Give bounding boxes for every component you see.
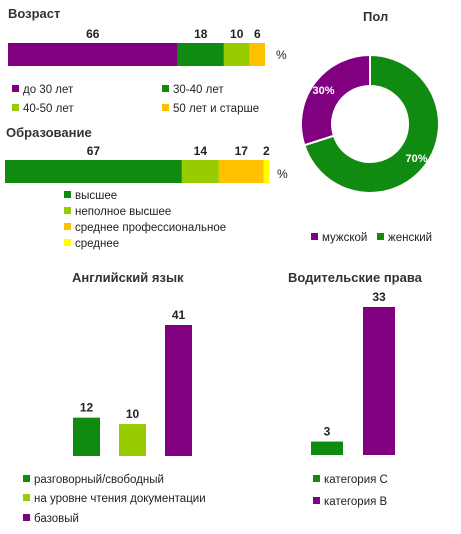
legend-swatch-icon (311, 233, 318, 240)
gender-pie-slice (300, 53, 371, 147)
age-bar-segment (249, 43, 265, 66)
age-data-label: 10 (230, 27, 244, 41)
gender-data-label: 30% (312, 85, 334, 97)
age-data-label: 18 (194, 27, 208, 41)
license-legend-item: категория С (313, 474, 388, 486)
education-bar-segment (263, 160, 269, 183)
education-data-label: 17 (235, 144, 249, 158)
education-bar-segment (218, 160, 264, 183)
age-chart-title: Возраст (8, 6, 61, 21)
legend-swatch-icon (313, 497, 320, 504)
gender-legend-item: женский (377, 232, 432, 244)
english-bar (73, 417, 100, 456)
legend-swatch-icon (23, 514, 30, 521)
age-legend-item: 30-40 лет (162, 84, 224, 96)
education-legend-item: среднее (64, 238, 119, 250)
english-bar (165, 325, 192, 456)
gender-data-label: 70% (406, 153, 428, 165)
legend-swatch-icon (64, 239, 71, 246)
legend-swatch-icon (313, 475, 320, 482)
education-legend-item: неполное высшее (64, 206, 171, 218)
education-data-label: 2 (263, 144, 270, 158)
legend-swatch-icon (64, 191, 71, 198)
age-legend-item: 50 лет и старше (162, 103, 259, 115)
license-bar (363, 307, 395, 455)
age-legend-item: до 30 лет (12, 84, 73, 96)
age-unit-label: % (276, 48, 287, 62)
english-legend-item: базовый (23, 513, 79, 525)
education-data-label: 14 (194, 144, 208, 158)
english-data-label: 10 (126, 407, 140, 421)
education-bar-segment (181, 160, 219, 183)
english-bar (119, 424, 146, 456)
legend-swatch-icon (162, 104, 169, 111)
legend-swatch-icon (23, 475, 30, 482)
age-data-label: 66 (86, 27, 100, 41)
english-data-label: 41 (172, 308, 186, 322)
legend-swatch-icon (23, 494, 30, 501)
english-legend-item: на уровне чтения документации (23, 493, 206, 505)
age-legend-item: 40-50 лет (12, 103, 74, 115)
age-bar-segment (223, 43, 250, 66)
education-chart-title: Образование (6, 125, 92, 140)
english-legend-item: разговорный/свободный (23, 474, 164, 486)
license-chart-title: Водительские права (288, 270, 422, 285)
license-data-label: 3 (324, 425, 331, 439)
education-legend-item: среднее профессиональное (64, 222, 226, 234)
gender-chart-title: Пол (363, 9, 389, 24)
gender-legend-item: мужской (311, 232, 367, 244)
english-chart-title: Английский язык (72, 270, 184, 285)
education-unit-label: % (277, 167, 288, 181)
legend-swatch-icon (377, 233, 384, 240)
license-legend-item: категория В (313, 496, 387, 508)
legend-swatch-icon (12, 104, 19, 111)
legend-swatch-icon (64, 207, 71, 214)
age-bar-segment (8, 43, 178, 66)
legend-swatch-icon (12, 85, 19, 92)
legend-swatch-icon (162, 85, 169, 92)
education-data-label: 67 (87, 144, 101, 158)
english-data-label: 12 (80, 401, 94, 415)
gender-pie-slice (303, 53, 440, 194)
license-bar (311, 441, 343, 455)
education-bar-segment (5, 160, 182, 183)
education-legend-item: высшее (64, 190, 117, 202)
age-bar-segment (177, 43, 224, 66)
legend-swatch-icon (64, 223, 71, 230)
age-data-label: 6 (254, 27, 261, 41)
license-data-label: 33 (372, 290, 386, 304)
